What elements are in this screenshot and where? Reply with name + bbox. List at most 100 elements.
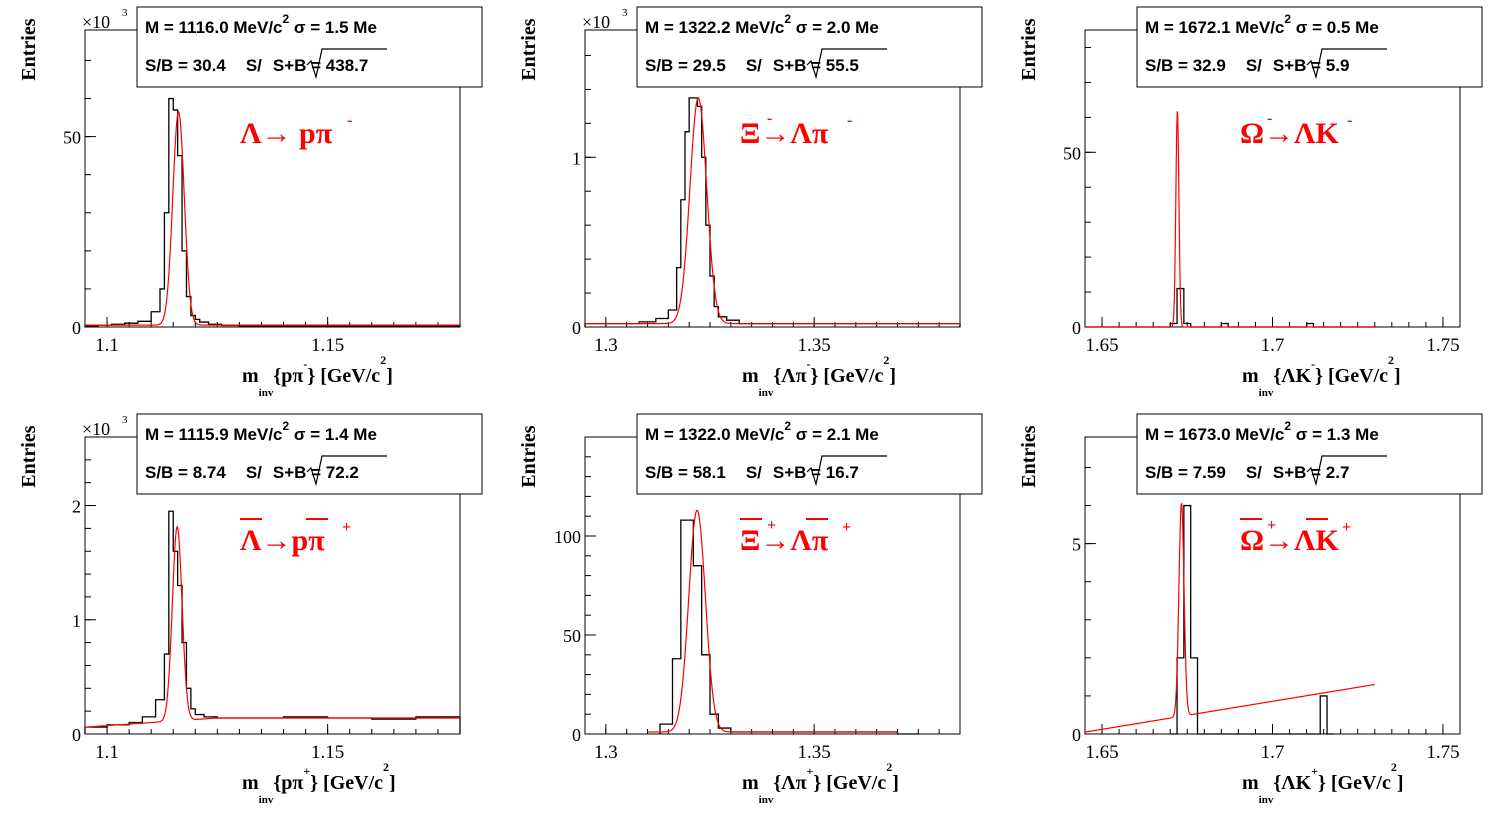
x-axis-label-subscript: inv [759, 794, 774, 806]
x-axis-label: minv{pπ-} [GeV/c2] [242, 353, 393, 399]
x-axis-label: minv{Λπ-} [GeV/c2] [742, 353, 896, 399]
stats-significance-line: S/B = 32.9 S/S+B = 5.9 [1145, 56, 1349, 75]
stats-significance-line: S/B = 8.74 S/S+B = 72.2 [145, 463, 359, 482]
stats-significance-value: S+B = 5.9 [1273, 56, 1350, 75]
stats-sb-ratio: S/B = 58.1 [645, 463, 726, 482]
sqrt-sign-icon [1306, 455, 1387, 487]
stats-box [136, 6, 483, 88]
x-axis-label-superscript-2: 2 [883, 353, 889, 367]
decay-title: Ξ→Λπ [740, 524, 829, 557]
decay-title-superscript-1: - [767, 110, 772, 127]
decay-title-superscript-1: + [1267, 517, 1276, 534]
y-multiplier-exponent: 3 [122, 7, 128, 19]
stats-significance-prefix: S/ [746, 56, 762, 75]
y-tick-label: 2 [72, 497, 81, 517]
stats-significance-prefix: S/ [1246, 463, 1262, 482]
sqrt-sign-icon [306, 455, 387, 487]
stats-mass-value: M = 1115.9 MeV/c [145, 425, 283, 444]
x-axis-label-superscript-1: + [303, 764, 310, 778]
histogram-series [84, 510, 461, 734]
y-axis-label: Entries [518, 18, 540, 80]
x-tick-label: 1.65 [1085, 742, 1118, 763]
fit-curve-series [85, 111, 460, 326]
stats-mass-unit-exponent: 2 [1284, 12, 1291, 26]
x-axis-label: minv{ΛK+} [GeV/c2] [1242, 760, 1404, 806]
x-axis-label-main: m [742, 772, 759, 794]
decay-title-superscript-1: + [767, 517, 776, 534]
x-axis-label-superscript-2: 2 [1391, 760, 1397, 774]
x-tick-label: 1.35 [798, 335, 831, 356]
x-tick-label: 1.7 [1261, 335, 1285, 356]
stats-mass-value: M = 1673.0 MeV/c [1145, 425, 1284, 444]
stats-mass-value: M = 1116.0 MeV/c [145, 18, 283, 37]
x-axis-label-main: m [1242, 365, 1259, 387]
stats-significance-value: S+B = 16.7 [773, 463, 859, 482]
stats-mass-line: M = 1672.1 MeV/c2 σ = 0.5 Me [1145, 12, 1379, 37]
x-axis-label-body: {ΛK [1273, 772, 1311, 794]
x-axis-label-subscript: inv [259, 387, 274, 399]
x-axis-label-superscript-2: 2 [1388, 353, 1394, 367]
y-axis-label: Entries [1018, 18, 1040, 80]
stats-significance-value: S+B = 2.7 [1273, 463, 1350, 482]
decay-title-superscript-2: - [347, 112, 352, 129]
stats-sigma-value: σ = 1.3 Me [1291, 425, 1379, 444]
x-axis-label-body: {ΛK [1273, 365, 1311, 387]
y-tick-label: 1 [72, 611, 81, 631]
y-tick-label: 50 [563, 626, 581, 646]
y-tick-label: 5 [1072, 535, 1081, 555]
x-axis-label-tail: } [GeV/c [813, 772, 886, 794]
x-axis-label-subscript: inv [259, 794, 274, 806]
stats-box [1136, 6, 1483, 88]
stats-box [1136, 413, 1483, 495]
x-tick-label: 1.15 [311, 335, 344, 356]
x-axis-label-body: {pπ [273, 772, 303, 794]
stats-significance-prefix: S/ [1246, 56, 1262, 75]
y-multiplier-label: ×10 [82, 12, 110, 32]
y-multiplier-label: ×10 [82, 419, 110, 439]
x-tick-label: 1.1 [95, 335, 119, 356]
stats-mass-line: M = 1322.2 MeV/c2 σ = 2.0 Me [645, 12, 879, 37]
histogram-series [1170, 504, 1334, 735]
y-tick-label: 50 [1063, 143, 1081, 163]
x-axis-label-superscript-1: - [807, 357, 811, 371]
stats-mass-value: M = 1322.0 MeV/c [645, 425, 784, 444]
decay-title: Ω→ΛK [1240, 524, 1340, 557]
y-tick-label: 0 [72, 725, 81, 745]
stats-mass-unit-exponent: 2 [784, 419, 791, 433]
x-axis-label-main: m [1242, 772, 1259, 794]
y-axis-label: Entries [1018, 425, 1040, 487]
y-tick-label: 0 [1072, 725, 1081, 745]
decay-title: Λ→pπ [240, 524, 325, 557]
x-axis-label-end: ] [1394, 365, 1401, 387]
y-multiplier-exponent: 3 [622, 7, 628, 19]
x-axis-label-end: ] [1397, 772, 1404, 794]
x-axis-label-subscript: inv [759, 387, 774, 399]
sqrt-sign-icon [806, 48, 887, 80]
stats-mass-line: M = 1115.9 MeV/c2 σ = 1.4 Me [145, 419, 377, 444]
decay-title: Ω→ΛK [1240, 117, 1340, 150]
stats-significance-prefix: S/ [746, 463, 762, 482]
x-axis-label-subscript: inv [1259, 794, 1274, 806]
fit-curve-series [647, 509, 898, 733]
x-axis-label-body: {pπ [273, 365, 303, 387]
stats-sb-ratio: S/B = 8.74 [145, 463, 226, 482]
stats-sigma-value: σ = 2.1 Me [791, 425, 879, 444]
stats-sb-ratio: S/B = 29.5 [645, 56, 726, 75]
x-axis-label-body: {Λπ [773, 365, 806, 387]
x-axis-label-tail: } [GeV/c [310, 772, 383, 794]
y-tick-label: 1 [572, 148, 581, 168]
x-tick-label: 1.7 [1261, 742, 1285, 763]
decay-title-superscript-2: + [842, 519, 851, 536]
stats-mass-value: M = 1322.2 MeV/c [645, 18, 784, 37]
decay-title-superscript-2: + [1342, 519, 1351, 536]
y-multiplier-label: ×10 [582, 12, 610, 32]
stats-mass-line: M = 1322.0 MeV/c2 σ = 2.1 Me [645, 419, 879, 444]
sqrt-sign-icon [1306, 48, 1387, 80]
y-axis-label: Entries [18, 425, 40, 487]
stats-significance-prefix: S/ [246, 56, 262, 75]
y-multiplier-exponent: 3 [122, 414, 128, 426]
x-axis-label-main: m [742, 365, 759, 387]
